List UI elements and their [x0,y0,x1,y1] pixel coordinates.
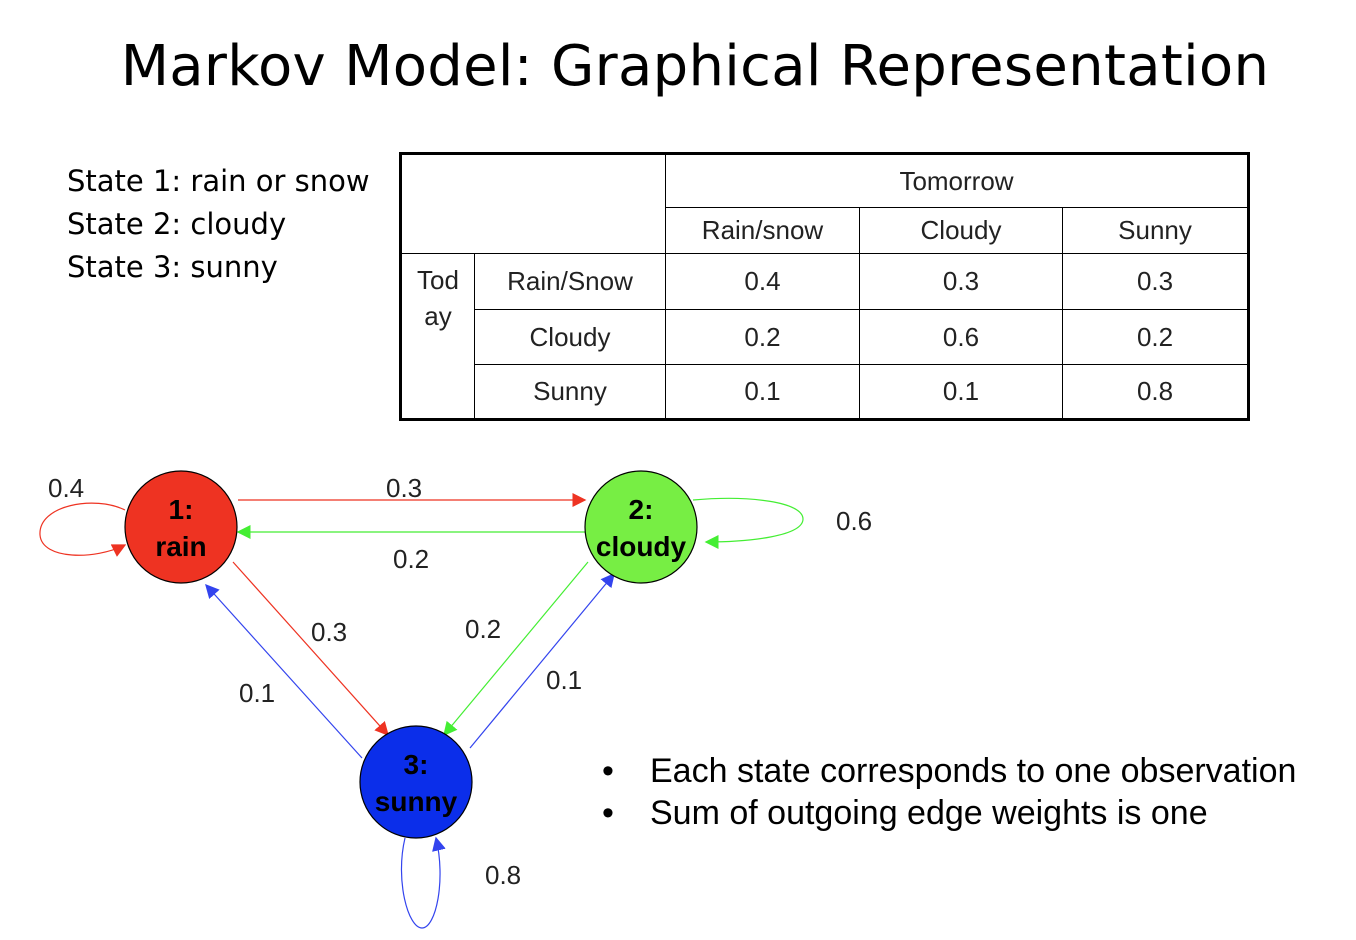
table-row: Cloudy 0.2 0.6 0.2 [401,309,1250,365]
state-item-2: State 2: cloudy [67,207,287,241]
bullet-item-1: • Each state corresponds to one observat… [602,750,1296,792]
edge-cloudy-cloudy [692,497,804,549]
edge-cloudy-sunny [443,561,589,737]
weight-sunny-rain: 0.1 [239,678,275,708]
weight-rain-rain: 0.4 [48,473,84,503]
weight-cloudy-rain: 0.2 [393,544,429,574]
edge-sunny-sunny [400,836,446,929]
row-label: Cloudy [474,309,666,365]
bullet-item-2: • Sum of outgoing edge weights is one [602,792,1296,834]
bullet-text-1: Each state corresponds to one observatio… [650,752,1297,790]
weight-rain-cloudy: 0.3 [386,473,422,503]
column-header-rain-snow: Rain/snow [665,207,860,254]
edge-rain-rain [39,502,127,557]
node-sunny: 3: sunny [359,725,473,839]
weight-rain-sunny: 0.3 [311,617,347,647]
today-header-line2: ay [424,301,452,331]
node-sunny-number: 3: [404,749,429,780]
table-cell: 0.1 [859,364,1063,420]
table-row: Sunny 0.1 0.1 0.8 [401,364,1250,420]
node-rain-number: 1: [169,494,194,525]
row-label: Sunny [474,364,666,420]
table-cell: 0.3 [1061,253,1250,310]
table-cell: 0.4 [665,253,860,310]
state-list: State 1: rain or snow State 2: cloudy St… [67,160,370,289]
table-row: Tod ay Rain/Snow 0.4 0.3 0.3 [400,253,1250,420]
table-cell: 0.6 [859,309,1063,365]
bullet-dot: • [602,794,614,832]
column-header-sunny: Sunny [1061,207,1250,254]
weight-sunny-cloudy: 0.1 [546,665,582,695]
state-item-3: State 3: sunny [67,250,278,284]
table-cell: 0.2 [1061,309,1250,365]
node-cloudy: 2: cloudy [584,470,698,584]
state-item-1: State 1: rain or snow [67,164,370,198]
transition-table: Tomorrow Rain/snow Cloudy Sunny Tod ay R… [399,152,1251,421]
node-rain-label: rain [155,531,206,562]
node-cloudy-label: cloudy [596,531,687,562]
node-cloudy-number: 2: [629,494,654,525]
slide-title: Markov Model: Graphical Representation [120,34,1270,99]
edge-rain-sunny [232,561,389,737]
weight-cloudy-sunny: 0.2 [465,614,501,644]
bullet-dot: • [602,752,614,790]
node-rain: 1: rain [124,470,238,584]
tomorrow-header: Tomorrow [664,153,1250,208]
today-header: Tod ay [400,253,475,420]
edge-sunny-cloudy [469,572,615,749]
today-header-line1: Tod [417,265,459,295]
node-sunny-label: sunny [375,786,458,817]
weight-sunny-sunny: 0.8 [485,860,521,890]
bullet-list: • Each state corresponds to one observat… [602,750,1296,834]
row-label: Rain/Snow [474,253,666,310]
weight-cloudy-cloudy: 0.6 [836,506,872,536]
bullet-text-2: Sum of outgoing edge weights is one [650,794,1208,832]
table-cell: 0.8 [1061,364,1250,420]
column-header-cloudy: Cloudy [859,207,1063,254]
table-cell: 0.2 [665,309,860,365]
edge-sunny-rain [205,583,363,759]
